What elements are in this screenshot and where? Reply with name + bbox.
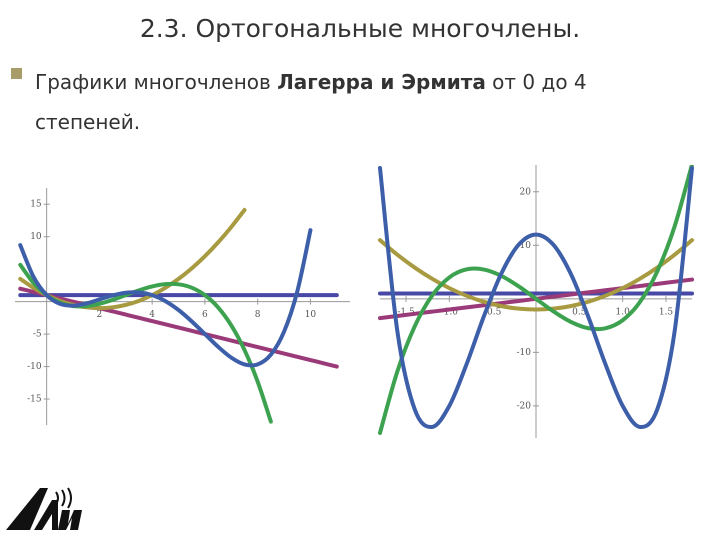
bullet-mark bbox=[11, 68, 22, 79]
plot-area bbox=[18, 207, 339, 424]
logo bbox=[6, 487, 82, 530]
y-tick-label: -10 bbox=[517, 348, 532, 358]
curve bbox=[378, 165, 694, 430]
x-tick-label: -1.5 bbox=[397, 307, 415, 317]
text: степеней. bbox=[35, 110, 141, 134]
logo-shape bbox=[34, 500, 58, 530]
chart: 2 4 6 8 10 -15 -10 -5 10 15 bbox=[15, 188, 350, 425]
y-tick-label: -15 bbox=[27, 395, 42, 405]
logo-shape bbox=[6, 488, 48, 530]
x-tick-label: 1.0 bbox=[616, 307, 631, 317]
x-tick-label: -0.5 bbox=[484, 307, 502, 317]
text: от 0 до 4 bbox=[485, 70, 587, 94]
y-tick-label: 10 bbox=[520, 241, 532, 251]
bullet-text: Графики многочленов Лагерра и Эрмита от … bbox=[35, 62, 705, 142]
curve bbox=[18, 262, 273, 424]
x-tick-label: 0.5 bbox=[572, 307, 587, 317]
y-tick-label: 15 bbox=[30, 200, 42, 210]
chart: -1.5 -1.0 -0.5 0.5 1.0 1.5 -20 -10 10 20 bbox=[378, 165, 694, 438]
y-tick-label: -5 bbox=[33, 330, 42, 340]
x-tick-label: -1.0 bbox=[441, 307, 459, 317]
x-tick-label: 6 bbox=[202, 310, 208, 320]
bold-text: Лагерра и Эрмита bbox=[277, 70, 486, 94]
curve bbox=[378, 165, 694, 435]
slide-title: 2.3. Ортогональные многочлены. bbox=[139, 14, 581, 43]
curve bbox=[18, 228, 313, 368]
x-tick-label: 1.5 bbox=[659, 307, 674, 317]
y-tick-label: 10 bbox=[30, 232, 42, 242]
x-tick-label: 8 bbox=[255, 310, 261, 320]
logo-shape bbox=[58, 510, 82, 530]
y-tick-label: -10 bbox=[27, 362, 42, 372]
x-tick-label: 2 bbox=[97, 310, 103, 320]
plot-area bbox=[378, 165, 694, 435]
logo-arcs bbox=[55, 487, 72, 509]
curve bbox=[18, 286, 339, 369]
x-tick-label: 4 bbox=[149, 310, 155, 320]
text: Графики многочленов bbox=[35, 70, 278, 94]
y-tick-label: -20 bbox=[517, 401, 532, 411]
x-tick-label: 10 bbox=[305, 310, 317, 320]
y-tick-label: 20 bbox=[520, 187, 532, 197]
curve bbox=[378, 238, 694, 312]
